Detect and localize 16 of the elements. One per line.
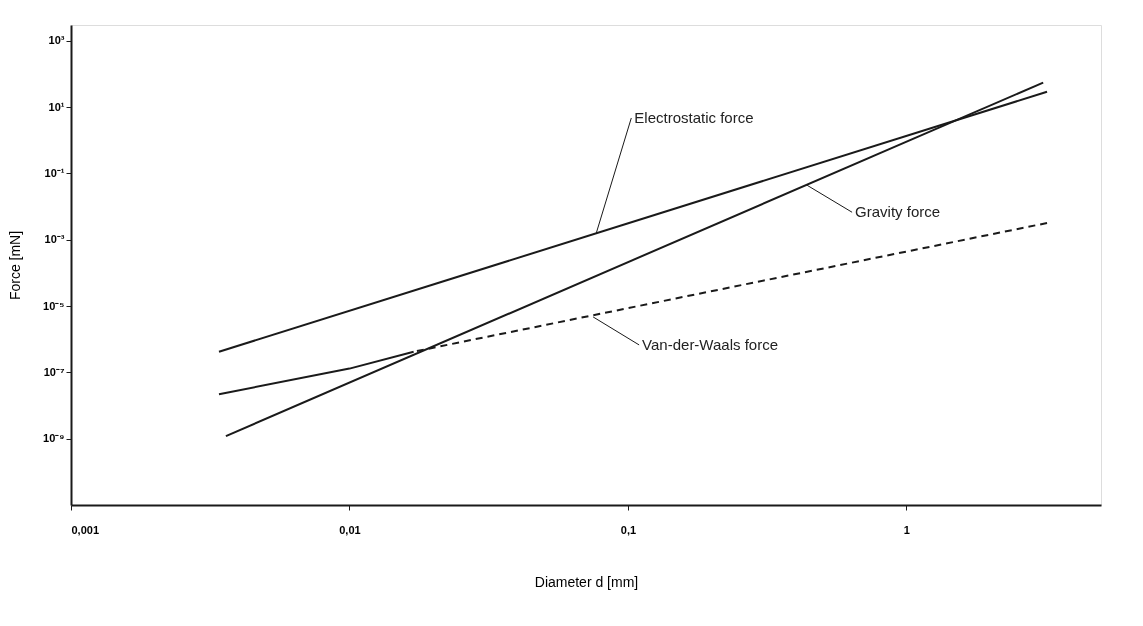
y-tick-label: 10⁻³ (44, 233, 65, 246)
x-tick-label: 0,1 (620, 523, 637, 536)
annotation: Van-der-Waals force (642, 335, 779, 353)
x-tick-label: 1 (903, 523, 910, 536)
y-tick-label: 10⁻⁹ (43, 432, 65, 445)
y-tick-label: 10⁻⁵ (43, 299, 65, 312)
y-tick-label: 10³ (48, 34, 65, 47)
y-axis-title: Force [mN] (7, 230, 24, 301)
annotation: Gravity force (855, 203, 941, 221)
y-tick-label: 10¹ (48, 100, 65, 113)
y-tick-label: 10⁻¹ (44, 166, 65, 179)
x-axis-title: Diameter d [mm] (534, 573, 639, 590)
y-tick-label: 10⁻⁷ (43, 365, 65, 378)
x-tick-label: 0,01 (339, 523, 361, 536)
annotation: Electrostatic force (634, 108, 754, 126)
x-tick-label: 0,001 (71, 523, 100, 536)
